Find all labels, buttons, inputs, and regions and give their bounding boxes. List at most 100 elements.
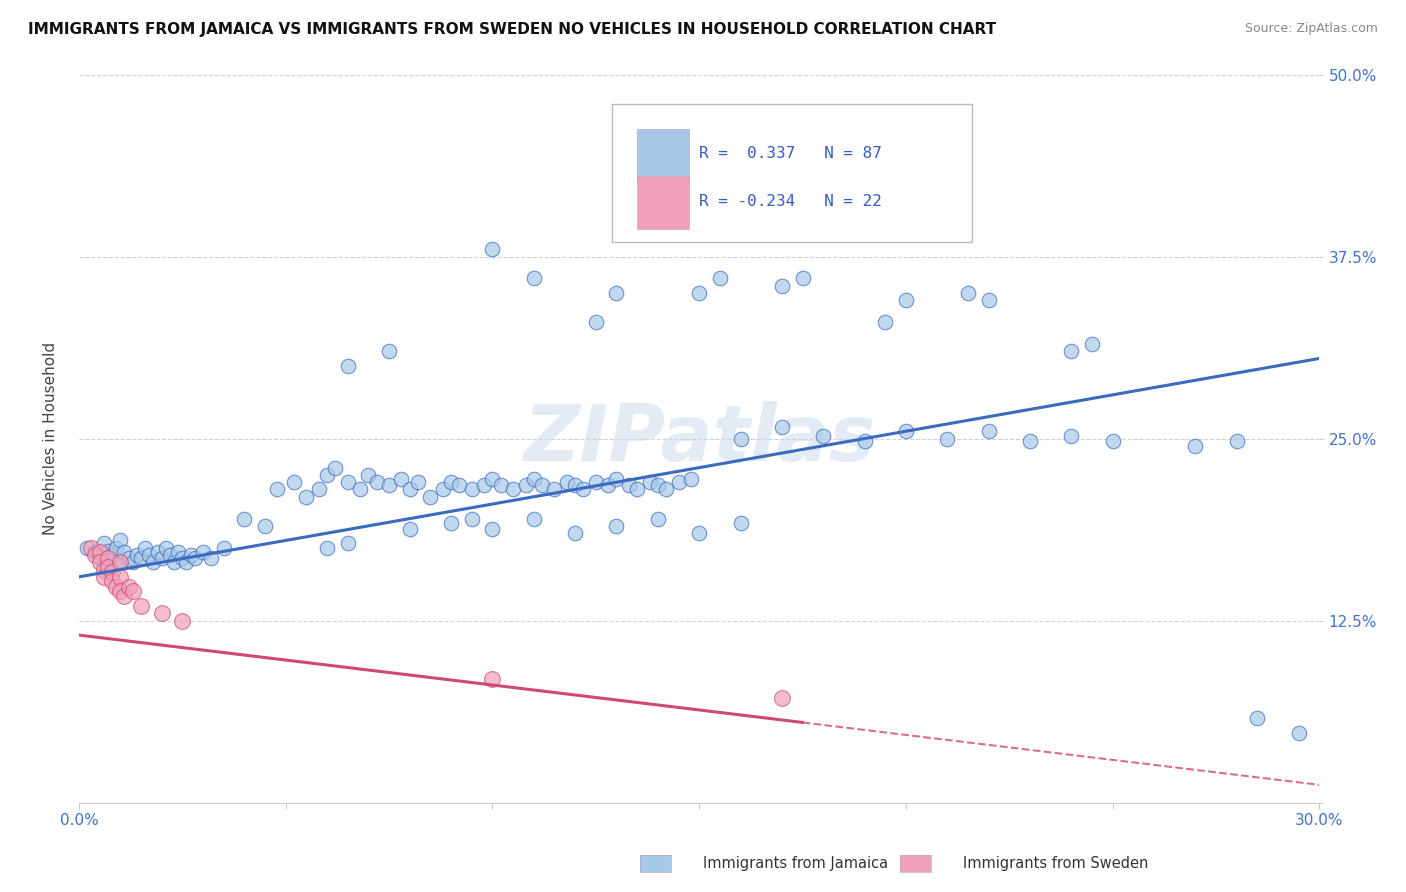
Point [419,490,441,504]
Point [142,555,165,569]
Point [1184,439,1206,453]
Point [125,548,148,562]
Point [378,478,401,492]
Point [146,545,169,559]
Point [308,483,330,497]
Point [163,555,186,569]
Point [80,541,103,555]
Point [813,428,835,442]
Point [129,599,152,613]
Point [110,555,132,569]
Point [770,690,793,705]
Point [97,550,120,565]
Point [555,475,578,490]
FancyBboxPatch shape [637,177,689,229]
Point [585,315,607,329]
Point [543,483,565,497]
Point [138,548,160,562]
Point [212,541,235,555]
Point [117,550,139,565]
Point [150,550,173,565]
Point [638,475,661,490]
Point [956,285,979,300]
Point [89,550,111,565]
Point [792,271,814,285]
Point [461,511,484,525]
Point [977,293,1000,308]
Point [936,432,959,446]
Point [349,483,371,497]
Point [730,432,752,446]
Point [894,293,917,308]
Point [770,278,793,293]
Point [523,271,546,285]
Point [977,424,1000,438]
Point [316,541,339,555]
Point [84,548,107,562]
Point [647,478,669,492]
Point [150,606,173,620]
Point [1246,711,1268,725]
Point [378,344,401,359]
Y-axis label: No Vehicles in Household: No Vehicles in Household [44,342,58,535]
Point [572,483,595,497]
Point [688,285,710,300]
Point [97,559,120,574]
Point [481,472,503,486]
Point [121,555,143,569]
Point [110,533,132,548]
Point [172,550,194,565]
Point [266,483,288,497]
Point [323,460,346,475]
Point [440,475,463,490]
Point [432,483,454,497]
Point [406,475,429,490]
Point [180,548,202,562]
Point [110,555,132,569]
Point [523,472,546,486]
Point [155,541,177,555]
FancyBboxPatch shape [637,129,689,182]
Text: Immigrants from Jamaica: Immigrants from Jamaica [703,856,889,871]
Point [176,555,198,569]
Point [391,472,413,486]
Point [531,478,554,492]
Point [121,584,143,599]
Point [110,584,132,599]
Point [84,545,107,559]
Point [502,483,524,497]
Point [564,478,586,492]
Point [366,475,388,490]
Point [1226,434,1249,449]
Point [1060,428,1083,442]
Point [626,483,648,497]
Point [129,550,152,565]
Point [398,483,420,497]
Point [523,511,546,525]
Point [449,478,471,492]
FancyBboxPatch shape [613,103,972,242]
Point [191,545,214,559]
Point [93,570,115,584]
Point [316,467,339,482]
Point [598,478,620,492]
Point [647,511,669,525]
Point [461,483,484,497]
Point [200,550,222,565]
Point [159,548,181,562]
Point [167,545,190,559]
Point [875,315,897,329]
Point [105,580,128,594]
Point [1081,337,1104,351]
Point [76,541,98,555]
Point [472,478,495,492]
Point [105,541,128,555]
Point [89,545,111,559]
Point [233,511,256,525]
Point [114,545,136,559]
Point [709,271,731,285]
Point [1019,434,1042,449]
Text: R =  0.337   N = 87: R = 0.337 N = 87 [699,145,882,161]
Text: R = -0.234   N = 22: R = -0.234 N = 22 [699,194,882,210]
Point [770,420,793,434]
